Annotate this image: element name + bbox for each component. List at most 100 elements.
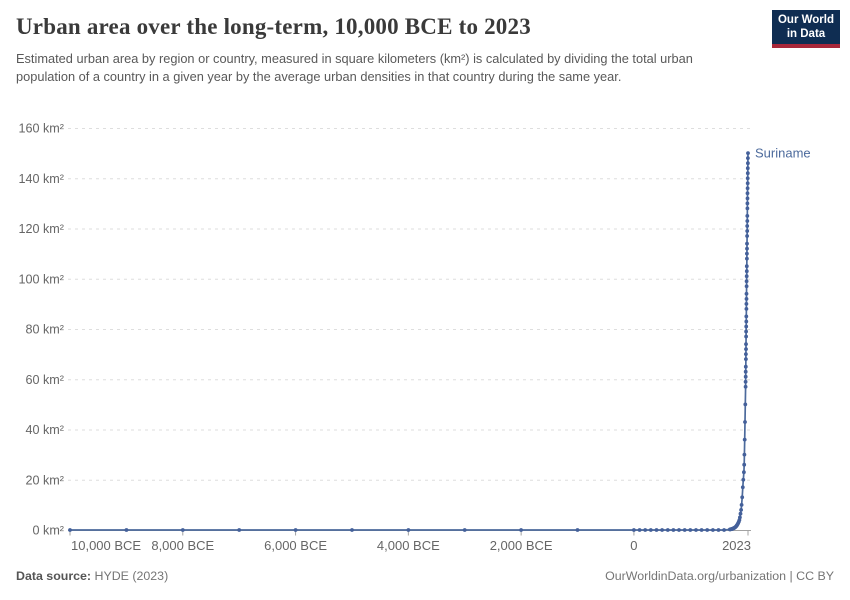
data-point[interactable] (745, 229, 750, 233)
data-point[interactable] (744, 357, 748, 361)
data-point[interactable] (743, 364, 748, 369)
data-source-label: Data source: (16, 569, 92, 583)
data-point[interactable] (745, 214, 750, 218)
data-point[interactable] (705, 528, 710, 532)
data-point[interactable] (746, 156, 750, 161)
data-point[interactable] (744, 347, 748, 351)
data-point[interactable] (68, 528, 72, 532)
data-point[interactable] (745, 206, 750, 211)
data-point[interactable] (743, 374, 748, 379)
data-point[interactable] (745, 201, 750, 206)
data-point[interactable] (519, 528, 523, 532)
entity-label[interactable]: Suriname (755, 146, 811, 161)
data-point[interactable] (637, 528, 642, 532)
data-point[interactable] (745, 191, 750, 196)
data-point[interactable] (744, 302, 749, 306)
data-point[interactable] (739, 508, 743, 512)
data-point[interactable] (293, 528, 298, 532)
data-point[interactable] (745, 251, 749, 256)
data-point[interactable] (745, 241, 749, 246)
data-point[interactable] (716, 528, 721, 532)
chart-subtitle: Estimated urban area by region or countr… (16, 51, 693, 85)
y-grid: 0 km² 20 km² 40 km² 60 km² 80 km² 100 km² 120 … (19, 122, 751, 538)
data-point[interactable] (743, 420, 747, 424)
data-point[interactable] (743, 369, 748, 374)
data-point[interactable] (648, 528, 653, 532)
data-point[interactable] (699, 528, 704, 532)
data-point[interactable] (745, 196, 750, 201)
data-point[interactable] (738, 511, 743, 516)
data-point[interactable] (124, 528, 129, 532)
data-point[interactable] (742, 462, 747, 467)
data-point[interactable] (180, 528, 185, 532)
data-point[interactable] (745, 219, 750, 223)
data-point[interactable] (744, 284, 749, 289)
data-point[interactable] (744, 352, 748, 356)
data-point[interactable] (660, 528, 664, 532)
data-point[interactable] (694, 528, 698, 532)
data-point[interactable] (743, 379, 748, 384)
data-point[interactable] (744, 264, 749, 269)
series-line[interactable] (69, 152, 749, 531)
data-point[interactable] (688, 528, 693, 532)
data-point[interactable] (744, 307, 749, 311)
data-point[interactable] (744, 297, 749, 301)
data-point[interactable] (746, 161, 750, 166)
data-point[interactable] (743, 402, 748, 407)
data-point[interactable] (742, 437, 747, 442)
data-point[interactable] (738, 515, 742, 520)
data-point[interactable] (406, 528, 411, 532)
x-tick-label: 2023 (722, 538, 751, 553)
data-point[interactable] (744, 314, 749, 319)
data-point[interactable] (745, 224, 750, 228)
data-point[interactable] (745, 181, 750, 186)
data-point[interactable] (744, 329, 748, 334)
data-point[interactable] (745, 246, 749, 251)
data-point[interactable] (745, 166, 750, 171)
page-title: Urban area over the long-term, 10,000 BC… (16, 14, 531, 39)
data-point[interactable] (740, 485, 745, 490)
data-point[interactable] (741, 477, 746, 482)
data-point[interactable] (677, 528, 681, 532)
data-point[interactable] (462, 528, 467, 532)
owid-logo[interactable]: Our World in Data (772, 10, 840, 48)
data-point[interactable] (744, 269, 749, 274)
y-tick-label: 80 km² (26, 323, 65, 337)
data-point[interactable] (743, 384, 748, 389)
data-point[interactable] (742, 452, 747, 457)
data-point[interactable] (744, 342, 748, 346)
data-point[interactable] (744, 319, 749, 324)
data-point[interactable] (742, 470, 746, 475)
data-point[interactable] (682, 528, 687, 532)
y-tick-label: 140 km² (19, 172, 65, 186)
y-tick-label: 40 km² (26, 423, 65, 437)
data-point[interactable] (746, 151, 750, 156)
data-point[interactable] (744, 279, 749, 284)
footer-attribution-link[interactable]: OurWorldinData.org/urbanization | CC BY (605, 569, 834, 583)
data-point[interactable] (632, 528, 636, 532)
data-point[interactable] (350, 528, 354, 532)
data-point[interactable] (745, 186, 750, 191)
data-point[interactable] (711, 528, 715, 532)
data-point[interactable] (744, 274, 749, 279)
data-point[interactable] (237, 528, 242, 532)
data-point[interactable] (745, 234, 749, 238)
data-point[interactable] (575, 528, 580, 532)
data-point[interactable] (744, 324, 749, 329)
y-tick-label: 100 km² (19, 272, 65, 286)
data-point[interactable] (740, 495, 745, 500)
data-point[interactable] (744, 334, 748, 339)
data-point[interactable] (643, 528, 648, 532)
data-point[interactable] (745, 176, 750, 181)
data-point[interactable] (654, 528, 659, 532)
data-point[interactable] (671, 528, 676, 532)
data-point[interactable] (665, 528, 670, 532)
data-point[interactable] (745, 256, 749, 261)
y-tick-label: 60 km² (26, 373, 65, 387)
data-point[interactable] (745, 171, 750, 176)
y-tick-label: 20 km² (26, 473, 65, 487)
data-point[interactable] (744, 291, 749, 296)
data-point[interactable] (739, 503, 744, 507)
data-point[interactable] (722, 528, 726, 532)
